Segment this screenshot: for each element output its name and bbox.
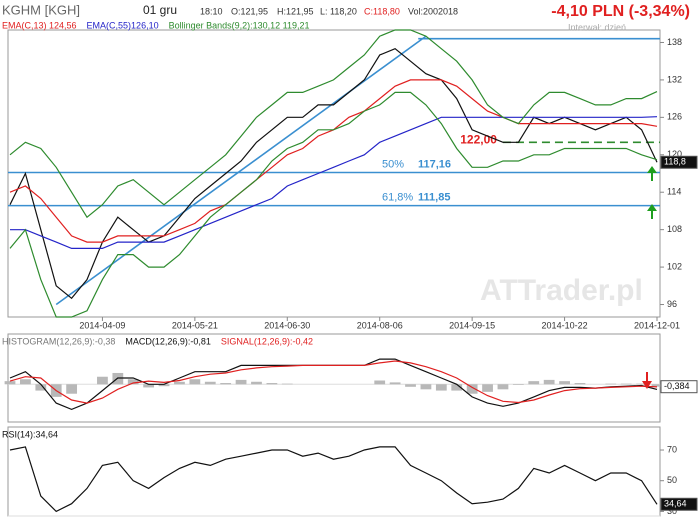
legend-entry: HISTOGRAM(12,26,9):-0,38 xyxy=(2,336,115,346)
y-tick-label: 50 xyxy=(667,475,677,485)
up-arrow xyxy=(647,204,657,219)
histogram-bar xyxy=(204,381,216,385)
level-label: 117,16 xyxy=(418,158,451,170)
histogram-bar xyxy=(405,384,416,387)
histogram-bar xyxy=(574,383,586,385)
histogram-bar xyxy=(127,379,139,385)
y-tick-label: 120 xyxy=(667,149,682,159)
legend-entry: MACD(12,26,9):-0,81 xyxy=(125,336,211,346)
value-box-label: 118,8 xyxy=(664,157,686,167)
x-tick-label: 2014-08-06 xyxy=(357,320,403,330)
x-tick-label: 2014-12-01 xyxy=(634,320,680,330)
series-line xyxy=(9,446,658,513)
histogram-bar xyxy=(220,383,232,385)
x-tick-label: 2014-06-30 xyxy=(264,320,310,330)
histogram-bar xyxy=(512,384,524,385)
y-tick-label: 70 xyxy=(667,444,677,454)
price-panel xyxy=(7,29,661,318)
histogram-bar xyxy=(451,384,463,391)
series-line xyxy=(10,116,658,249)
y-tick-label: 114 xyxy=(667,187,681,197)
histogram-bar xyxy=(559,381,570,385)
series-line xyxy=(9,91,658,318)
value-box-label: 34,64 xyxy=(664,499,687,509)
x-tick-label: 2014-10-22 xyxy=(542,320,588,330)
x-tick-label: 2014-04-09 xyxy=(79,320,125,330)
histogram-bar xyxy=(466,384,478,394)
up-arrow xyxy=(647,166,657,181)
histogram-bar xyxy=(266,383,278,385)
legend-entry: EMA(C,13) 124,56 xyxy=(2,20,77,30)
legend-entry: RSI(14):34,64 xyxy=(2,429,58,439)
interval: Interwał: dzień xyxy=(568,22,626,32)
y-tick-label: 96 xyxy=(667,299,677,309)
legend-entry: SIGNAL(12,26,9):-0,42 xyxy=(221,336,313,346)
y-tick-label: 102 xyxy=(667,261,682,271)
value-box xyxy=(660,380,698,394)
trendline xyxy=(55,35,427,306)
histogram-bar xyxy=(235,379,247,385)
legend-entry: Bollinger Bands(9,2):130,12 119,21 xyxy=(169,20,310,30)
time: 18:10 xyxy=(200,6,223,16)
panels xyxy=(7,29,661,517)
histogram-bar xyxy=(528,381,540,385)
histogram-bar xyxy=(497,384,509,390)
volume: Vol:2002018 xyxy=(408,6,458,16)
histogram-bar xyxy=(97,376,108,385)
y-tick-label: 108 xyxy=(667,224,682,234)
histogram-bar xyxy=(281,383,293,385)
level-pct: 50% xyxy=(382,158,404,170)
level-label: 111,85 xyxy=(418,192,450,204)
level-label: 122,00 xyxy=(460,132,497,146)
date: 01 gru xyxy=(143,3,177,17)
series-line xyxy=(9,29,658,219)
open: O:121,95 xyxy=(231,6,268,16)
histogram-bar xyxy=(35,384,47,391)
level-pct: 61,8% xyxy=(382,192,413,204)
histogram-bar xyxy=(174,381,185,385)
histogram-bar xyxy=(66,384,78,394)
value-box-label: -0,384 xyxy=(664,381,690,391)
histogram-bar xyxy=(651,384,663,387)
change: -4,10 PLN (-3,34%) xyxy=(551,3,690,20)
y-tick-label: 132 xyxy=(667,74,682,84)
histogram-bar xyxy=(389,382,401,385)
symbol: KGHM [KGH] xyxy=(2,2,80,17)
histogram-bar xyxy=(158,384,170,387)
y-tick-label: 126 xyxy=(667,112,682,122)
histogram-bar xyxy=(189,379,201,385)
value-box xyxy=(660,497,698,511)
y-tick-label: 138 xyxy=(667,37,682,47)
histogram-bar xyxy=(435,384,447,391)
high: H:121,95 xyxy=(277,6,314,16)
histogram-bar xyxy=(143,384,155,388)
plot: 96 102 108 114 120 126 132 138 2014-04-09 2014-05… xyxy=(2,20,698,517)
histogram-bar xyxy=(374,380,386,385)
x-tick-label: 2014-09-15 xyxy=(449,320,495,330)
watermark: ATTrader.pl xyxy=(480,274,643,307)
rsi-panel xyxy=(7,426,661,517)
histogram-bar xyxy=(636,383,647,385)
low: L: 118,20 xyxy=(320,6,357,16)
histogram-bar xyxy=(251,381,262,385)
histogram-bar xyxy=(420,384,432,390)
down-arrow xyxy=(642,372,652,389)
histogram-bar xyxy=(4,381,16,385)
legend-entry: EMA(C,55)126,10 xyxy=(87,20,159,30)
histogram-bar xyxy=(20,379,31,385)
series-line xyxy=(9,360,658,404)
histogram-bar xyxy=(482,384,493,392)
close: C:118,80 xyxy=(364,6,400,16)
x-tick-label: 2014-05-21 xyxy=(172,320,218,330)
signal-arrows xyxy=(642,166,657,389)
value-box xyxy=(660,155,698,169)
histogram-bar xyxy=(543,379,555,385)
histogram-bar xyxy=(605,383,617,385)
histogram-bar xyxy=(620,383,632,385)
